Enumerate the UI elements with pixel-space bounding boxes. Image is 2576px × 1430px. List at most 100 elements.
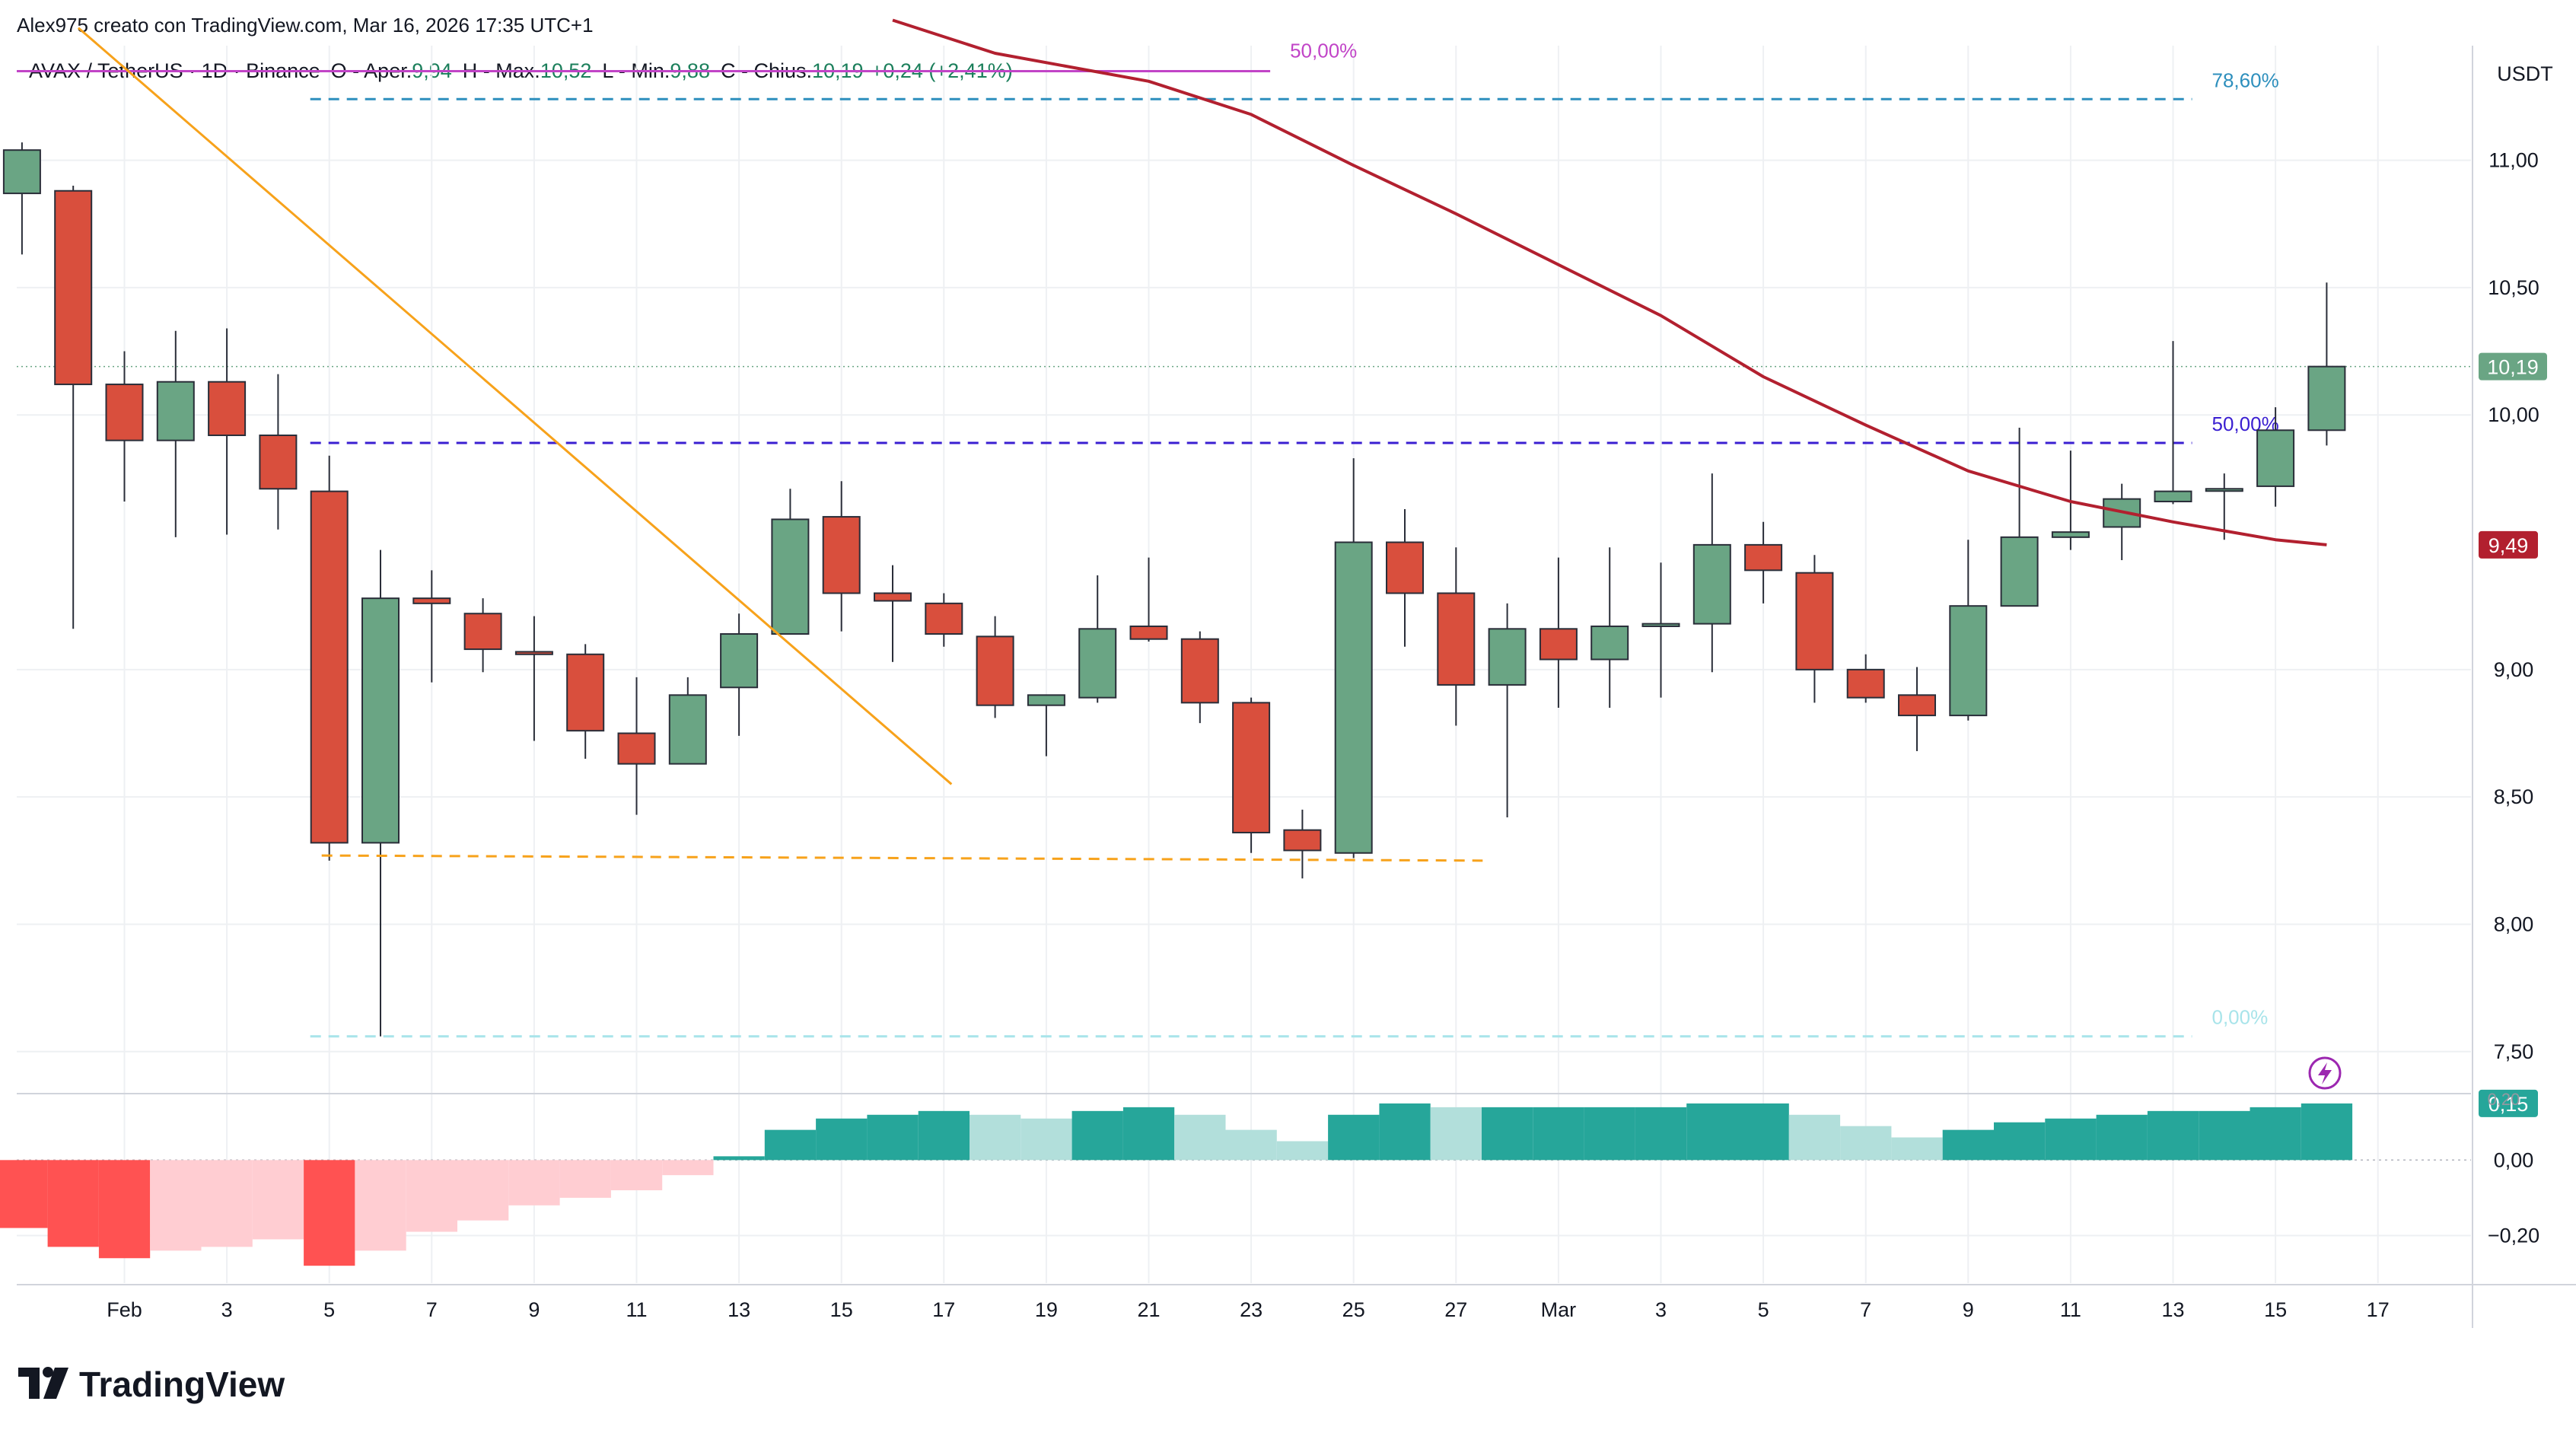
candle-body [1129, 625, 1168, 640]
time-axis-label[interactable]: 9 [528, 1298, 540, 1321]
time-axis-label[interactable]: 3 [1655, 1298, 1667, 1321]
oscillator-bar [1942, 1129, 1994, 1161]
price-axis-label[interactable]: 8,50 [2494, 785, 2534, 808]
time-axis-label[interactable]: 13 [728, 1298, 750, 1321]
oscillator-bar [1328, 1114, 1380, 1161]
tradingview-logo-text: TradingView [79, 1365, 285, 1404]
chart-credit: Alex975 creato con TradingView.com, Mar … [17, 14, 594, 37]
time-axis-label[interactable]: 3 [221, 1298, 233, 1321]
candle-body [259, 434, 298, 490]
oscillator-bar [662, 1160, 714, 1176]
moving-average-line[interactable] [892, 18, 2327, 546]
oscillator-bar [2096, 1114, 2148, 1161]
lightning-icon[interactable] [2308, 1056, 2342, 1090]
candle-body [2, 149, 41, 195]
candle-body [1692, 543, 1731, 625]
fibonacci-levels[interactable]: 50,00%78,60%50,00%0,00% [17, 39, 2279, 1038]
candle-body [1539, 628, 1578, 661]
candle-body [463, 613, 502, 651]
fib-level-label: 0,00% [2212, 1006, 2269, 1029]
time-axis-label[interactable]: 27 [1444, 1298, 1467, 1321]
current-price-tag [2479, 352, 2547, 381]
time-axis-label[interactable]: 23 [1240, 1298, 1263, 1321]
oscillator-current-value: 0,15 [2488, 1093, 2529, 1116]
oscillator-bar [1788, 1114, 1841, 1161]
oscillator-bar [150, 1160, 202, 1251]
oscillator-bar [0, 1160, 48, 1228]
time-axis-label[interactable]: 9 [1963, 1298, 1974, 1321]
oscillator-bar [1686, 1103, 1738, 1161]
oscillator-value-tag [2479, 1089, 2538, 1117]
candle-body [156, 381, 195, 441]
time-axis-label[interactable]: Feb [107, 1298, 142, 1321]
oscillator-bar [1482, 1107, 1533, 1161]
candle-body [2000, 536, 2039, 607]
grid-layer [17, 46, 2471, 1283]
support-line[interactable] [321, 854, 1483, 862]
price-axis-label[interactable]: 8,00 [2494, 912, 2534, 935]
price-axis-label[interactable]: 7,50 [2494, 1040, 2534, 1063]
axes[interactable]: Feb 3 5 7 9 11 13 15 17 19 21 23 25 27 Mar 3 5 7 9 11 13 15 17… [107, 149, 2539, 1321]
time-axis-label[interactable]: 11 [2060, 1298, 2081, 1321]
oscillator-bar [2199, 1110, 2250, 1161]
oscillator-bar [252, 1160, 304, 1240]
time-axis-label[interactable]: 13 [2161, 1298, 2184, 1321]
time-axis-label[interactable]: 21 [1137, 1298, 1160, 1321]
fib-level-label: 78,60% [2212, 68, 2279, 91]
oscillator-bar [1071, 1110, 1123, 1161]
candle-body [1027, 694, 1065, 706]
oscillator-bar [713, 1156, 765, 1161]
time-axis-label[interactable]: 25 [1342, 1298, 1365, 1321]
price-axis-unit[interactable]: USDT [2497, 62, 2553, 85]
candle-body [412, 597, 451, 604]
price-axis-label[interactable]: 10,50 [2488, 276, 2539, 299]
price-axis-label[interactable]: 11,00 [2488, 149, 2539, 172]
fib-level-label: 50,00% [1290, 39, 1357, 62]
time-axis-label[interactable]: 17 [2367, 1298, 2390, 1321]
candle-body [105, 384, 144, 441]
oscillator-bar [1584, 1107, 1635, 1161]
oscillator-bar [1174, 1114, 1226, 1161]
oscillator-value-label: 0,15 [2479, 1089, 2538, 1117]
price-axis-label[interactable]: 10,00 [2488, 403, 2539, 426]
oscillator-bar [1021, 1118, 1072, 1161]
time-axis-label[interactable]: 5 [1758, 1298, 1769, 1321]
candle-body [1180, 638, 1219, 704]
candle-body [1590, 625, 1629, 661]
candle-body [514, 651, 553, 655]
time-axis-label[interactable]: 19 [1035, 1298, 1058, 1321]
time-axis-label[interactable]: Mar [1541, 1298, 1577, 1321]
time-axis-label[interactable]: 15 [2264, 1298, 2287, 1321]
time-axis-label[interactable]: 15 [830, 1298, 853, 1321]
tradingview-logo-icon [18, 1367, 68, 1399]
overlays[interactable] [77, 18, 2327, 862]
candle-body [208, 381, 247, 436]
oscillator-axis-label[interactable]: −0,20 [2488, 1224, 2539, 1247]
oscillator-bar [1379, 1103, 1431, 1161]
price-axis-label[interactable]: 9,00 [2494, 658, 2534, 681]
candle-body [1744, 543, 1783, 572]
candle-body [1898, 694, 1936, 717]
moving-average-label: 9,49 [2479, 530, 2538, 559]
candle-body [1437, 592, 1476, 686]
oscillator-bar [918, 1110, 970, 1161]
oscillator-bar [2250, 1107, 2301, 1161]
oscillator-bar [1225, 1129, 1277, 1161]
oscillator-axis-label[interactable]: 0,00 [2494, 1148, 2534, 1171]
oscillator-bar [867, 1114, 919, 1161]
current-price-label: 10,19 [2479, 352, 2547, 381]
candle-body [720, 633, 759, 689]
oscillator-bar [508, 1160, 560, 1205]
time-axis-label[interactable]: 7 [426, 1298, 438, 1321]
candle-body [1283, 829, 1322, 852]
oscillator-bar [1122, 1107, 1175, 1161]
candle-body [2256, 429, 2295, 487]
time-axis-label[interactable]: 11 [626, 1298, 647, 1321]
time-axis-label[interactable]: 7 [1860, 1298, 1871, 1321]
time-axis-label[interactable]: 5 [323, 1298, 335, 1321]
time-axis-label[interactable]: 17 [932, 1298, 955, 1321]
descending-trendline[interactable] [77, 27, 953, 785]
tradingview-logo[interactable]: TradingView [18, 1365, 285, 1404]
candle-body [566, 653, 605, 732]
candle-body [361, 597, 400, 844]
